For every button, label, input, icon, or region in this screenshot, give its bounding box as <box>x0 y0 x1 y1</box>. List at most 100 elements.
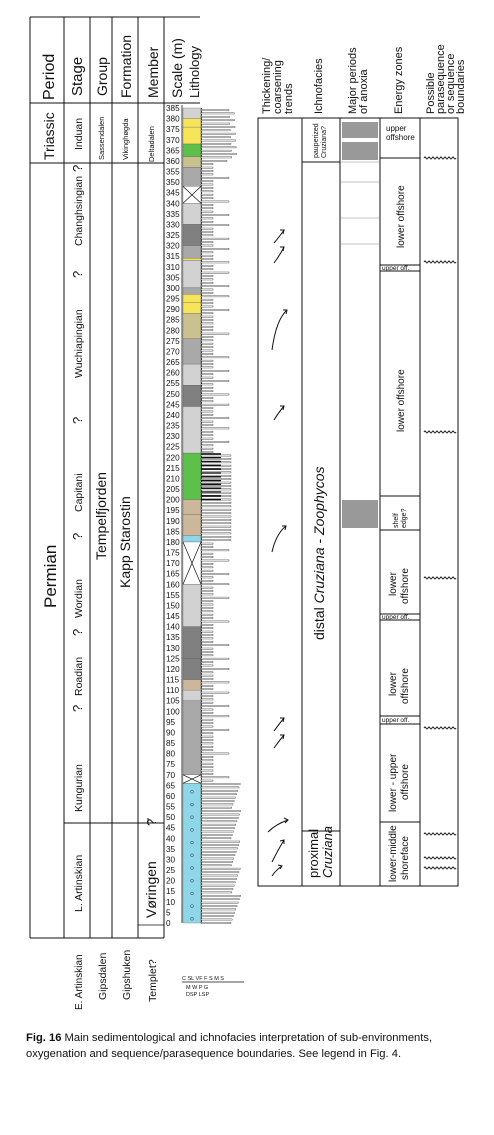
profile-bed <box>200 180 214 182</box>
lithology-symbol <box>190 828 194 832</box>
lithology-band <box>182 689 202 701</box>
covered-interval-cross <box>182 541 202 585</box>
header-period: Period <box>41 54 58 100</box>
profile-bed <box>200 329 214 331</box>
profile-bed <box>200 319 214 321</box>
scale-tick-label: 280 <box>166 326 180 335</box>
scale-tick-label: 60 <box>166 792 176 801</box>
scale-tick-label: 150 <box>166 602 180 611</box>
profile-bed <box>200 803 234 806</box>
profile-bed <box>200 830 234 833</box>
profile-bed <box>200 739 214 741</box>
scale-tick-label: 100 <box>166 707 180 716</box>
scale-tick-label: 375 <box>166 125 180 134</box>
profile-bed <box>200 437 214 440</box>
profile-bed <box>200 278 214 281</box>
profile-bed <box>200 170 214 172</box>
profile-bed <box>200 166 214 169</box>
profile-bed <box>200 200 230 203</box>
lithology-band <box>182 626 202 659</box>
profile-bed <box>200 908 236 911</box>
profile-bed <box>200 525 232 528</box>
profile-bed-dark <box>201 472 221 474</box>
profile-bed <box>200 353 214 355</box>
profile-bed-dark <box>201 479 221 482</box>
profile-bed <box>200 129 231 132</box>
profile-bed <box>200 773 214 775</box>
profile-bed <box>200 420 214 423</box>
profile-bed-dark <box>201 495 221 497</box>
header-group: Group <box>94 57 110 96</box>
ichno-dash: - <box>311 539 327 544</box>
profile-bed <box>200 346 214 348</box>
group-gipsdalen: Gipsdalen <box>97 953 109 1000</box>
profile-bed <box>200 234 214 237</box>
lithology-symbol <box>190 891 194 896</box>
scale-tick-label: 140 <box>166 623 180 632</box>
scale-tick-label: 200 <box>166 496 180 505</box>
profile-bed <box>200 417 230 419</box>
trend-arrow-8-head <box>283 817 289 824</box>
lithology-band <box>182 406 202 454</box>
caption-label: Fig. 16 <box>26 1032 62 1044</box>
profile-bed <box>200 193 214 196</box>
header-ichnofacies: Ichnofacies <box>313 58 325 114</box>
member-question: ? <box>144 819 159 826</box>
profile-bed-dark <box>201 457 221 459</box>
scale-tick-label: 110 <box>166 686 179 695</box>
profile-bed <box>200 539 232 541</box>
profile-bed <box>200 661 214 663</box>
scale-tick-label: 370 <box>166 136 180 145</box>
scale-tick-label: 250 <box>166 390 180 399</box>
header-anoxia-2: of anoxia <box>358 68 370 114</box>
profile-bed-dark <box>201 491 221 493</box>
period-triassic: Triassic <box>41 112 57 160</box>
ichno-zoophycos-word: Zoophycos <box>311 466 327 535</box>
stage-q3: ? <box>70 417 85 424</box>
scale-ticks: 3853803753703653603553503453403353303253… <box>166 104 183 928</box>
profile-bed <box>200 573 230 575</box>
profile-bed <box>200 288 214 291</box>
profile-bed <box>200 630 214 633</box>
profile-bed <box>200 898 240 900</box>
ichno-distal: distal Cruziana - Zoophycos <box>311 466 327 640</box>
profile-bed <box>200 132 236 135</box>
profile-bed <box>200 356 230 359</box>
scale-tick-label: 240 <box>166 411 180 420</box>
lithology-symbol <box>190 815 194 819</box>
group-tempelfjorden: Tempelfjorden <box>93 472 109 560</box>
trend-arrow-6-head <box>280 717 285 723</box>
profile-bed <box>200 779 214 782</box>
profile-bed <box>200 122 230 125</box>
interpretation-table <box>257 117 459 887</box>
scale-tick-label: 290 <box>166 305 180 314</box>
ichno-cruziana-q: Cruziana? <box>321 126 328 158</box>
trend-arrow-3 <box>271 309 288 351</box>
profile-bed <box>200 312 214 314</box>
profile-axis <box>201 108 202 923</box>
energy-upper-offshore-top-b: offshore <box>386 133 415 142</box>
scale-tick-label: 10 <box>166 898 176 907</box>
lithology-band <box>182 294 202 303</box>
member-templet: Templet? <box>147 959 159 1002</box>
scale-tick-label: 360 <box>166 157 180 166</box>
profile-bed <box>200 407 214 409</box>
scale-tick-label: 95 <box>166 718 176 727</box>
profile-bed <box>200 596 230 599</box>
scale-tick-label: 255 <box>166 379 180 388</box>
scale-tick-label: 70 <box>166 771 176 780</box>
scale-tick-label: 230 <box>166 432 180 441</box>
header-member: Member <box>145 46 161 98</box>
profile-bed <box>200 244 214 247</box>
profile-bed <box>200 336 214 338</box>
profile-bed <box>200 911 235 914</box>
stage-e-artinskian: E. Artinskian <box>74 954 85 1010</box>
scale-tick-label: 245 <box>166 400 180 409</box>
profile-bed <box>200 624 214 626</box>
ichno-distal-word: distal <box>311 607 327 640</box>
profile-bed <box>200 451 214 453</box>
profile-bed <box>200 210 214 213</box>
profile-bed <box>200 776 230 779</box>
